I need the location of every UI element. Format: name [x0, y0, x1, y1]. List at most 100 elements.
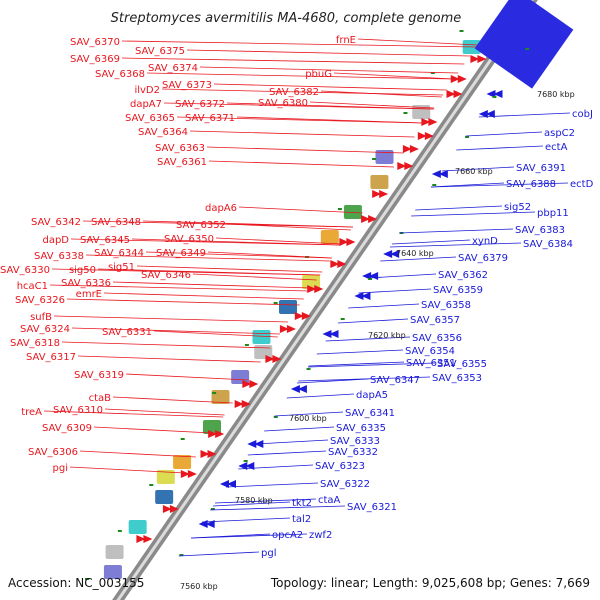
- gene-label-forward: SAV_6373: [162, 80, 212, 91]
- feature-block: [252, 330, 271, 344]
- backbone-highlight: [116, 0, 534, 600]
- gene-label-reverse: aspC2: [544, 128, 575, 139]
- tick-mark: [273, 302, 278, 304]
- gene-label-forward: SAV_6310: [53, 405, 103, 416]
- forward-arrow: [187, 470, 197, 478]
- leader-line: [53, 315, 289, 323]
- forward-arrow: [169, 505, 179, 513]
- feature-block: [128, 520, 147, 534]
- forward-arrow: [314, 285, 324, 293]
- gene-label-forward: sig50: [69, 265, 96, 276]
- feature-block: [231, 370, 250, 384]
- gene-label-forward: frnE: [336, 35, 356, 46]
- leader-line: [136, 265, 323, 273]
- forward-arrow: [241, 400, 251, 408]
- leader-line: [247, 450, 327, 456]
- leader-line: [61, 341, 271, 349]
- tick-mark: [179, 554, 184, 556]
- leader-line: [226, 102, 434, 110]
- feature-block: [155, 490, 174, 504]
- gene-label-forward: SAV_6336: [61, 278, 111, 289]
- leader-line: [348, 303, 420, 309]
- leader-line: [441, 166, 515, 172]
- leader-line: [308, 361, 405, 367]
- gene-label-reverse: SAV_6351: [406, 358, 456, 369]
- gene-label-forward: SAV_6371: [185, 113, 235, 124]
- leader-line: [131, 238, 341, 246]
- forward-arrow: [180, 470, 190, 478]
- leader-line: [368, 273, 437, 279]
- gene-label-forward: SAV_6338: [34, 251, 84, 262]
- forward-arrow: [265, 355, 275, 363]
- gene-label-reverse: SAV_6358: [421, 300, 471, 311]
- gene-label-reverse: SAV_6322: [320, 479, 370, 490]
- reverse-arrow: [354, 292, 364, 300]
- leader-line: [85, 254, 330, 262]
- gene-label-forward: SAV_6363: [155, 143, 205, 154]
- gene-label-reverse: SAV_6384: [523, 239, 573, 250]
- gene-label-forward: SAV_6368: [95, 69, 145, 80]
- tick-mark: [525, 48, 530, 50]
- leader-line: [430, 182, 569, 188]
- forward-arrow: [361, 215, 371, 223]
- gene-label-reverse: tkt2: [292, 498, 312, 509]
- forward-arrow: [477, 55, 487, 63]
- leader-line: [202, 517, 291, 523]
- reverse-arrow: [438, 170, 448, 178]
- gene-label-forward: SAV_6350: [164, 234, 214, 245]
- reverse-arrow: [297, 385, 307, 393]
- scale-label: 7660 kbp: [455, 167, 493, 176]
- gene-label-forward: ctaB: [89, 393, 112, 404]
- forward-arrow: [200, 450, 210, 458]
- leader-line: [380, 256, 457, 262]
- forward-arrow: [279, 325, 289, 333]
- leader-line: [320, 90, 442, 98]
- leader-line: [325, 336, 411, 342]
- forward-arrow: [346, 238, 356, 246]
- tick-mark: [430, 72, 435, 74]
- gene-label-forward: SAV_6326: [15, 295, 65, 306]
- reverse-arrow: [322, 330, 332, 338]
- reverse-arrow: [369, 272, 379, 280]
- leader-line: [112, 396, 233, 404]
- tick-mark: [244, 344, 249, 346]
- gene-label-reverse: SAV_6347: [370, 375, 420, 386]
- gene-label-reverse: SAV_6323: [315, 461, 365, 472]
- gene-label-forward: treA: [21, 407, 42, 418]
- gene-label-forward: SAV_6309: [42, 423, 92, 434]
- gene-label-reverse: SAV_6379: [458, 253, 508, 264]
- tick-mark: [368, 278, 373, 280]
- gene-label-forward: SAV_6331: [102, 327, 152, 338]
- gene-label-reverse: SAV_6332: [328, 447, 378, 458]
- gene-label-reverse: SAV_6333: [330, 436, 380, 447]
- gene-label-forward: dapD: [42, 235, 69, 246]
- scale-ticks: 7680 kbp 7660 kbp 7640 kbp 7620 kbp 7600 kbp…: [180, 90, 575, 591]
- tick-mark: [492, 96, 497, 98]
- leader-line: [121, 40, 476, 48]
- tick-mark: [465, 136, 470, 138]
- gene-label-reverse: SAV_6354: [405, 346, 455, 357]
- gene-label-reverse: ectA: [545, 142, 568, 153]
- gene-label-reverse: zwf2: [309, 530, 332, 541]
- gene-label-reverse: SAV_6356: [412, 333, 462, 344]
- gene-label-forward: SAV_6344: [94, 248, 144, 259]
- leader-line: [125, 373, 249, 381]
- leader-line: [192, 273, 317, 281]
- feature-block: [105, 545, 124, 559]
- gene-label-forward: SAV_6365: [125, 113, 175, 124]
- forward-arrow: [294, 312, 304, 320]
- reverse-arrow: [383, 250, 393, 258]
- reverse-arrow: [493, 90, 503, 98]
- gene-label-reverse: SAV_6353: [432, 373, 482, 384]
- leader-line: [77, 355, 261, 363]
- feature-block: [254, 345, 273, 359]
- scale-label: 7560 kbp: [180, 582, 218, 591]
- leader-line: [142, 220, 353, 228]
- forward-arrow: [337, 260, 347, 268]
- leader-line: [225, 482, 319, 488]
- tick-mark: [459, 30, 464, 32]
- leader-line: [112, 281, 312, 289]
- leader-line: [478, 112, 571, 118]
- gene-label-reverse: sig52: [504, 202, 531, 213]
- forward-arrow: [215, 430, 225, 438]
